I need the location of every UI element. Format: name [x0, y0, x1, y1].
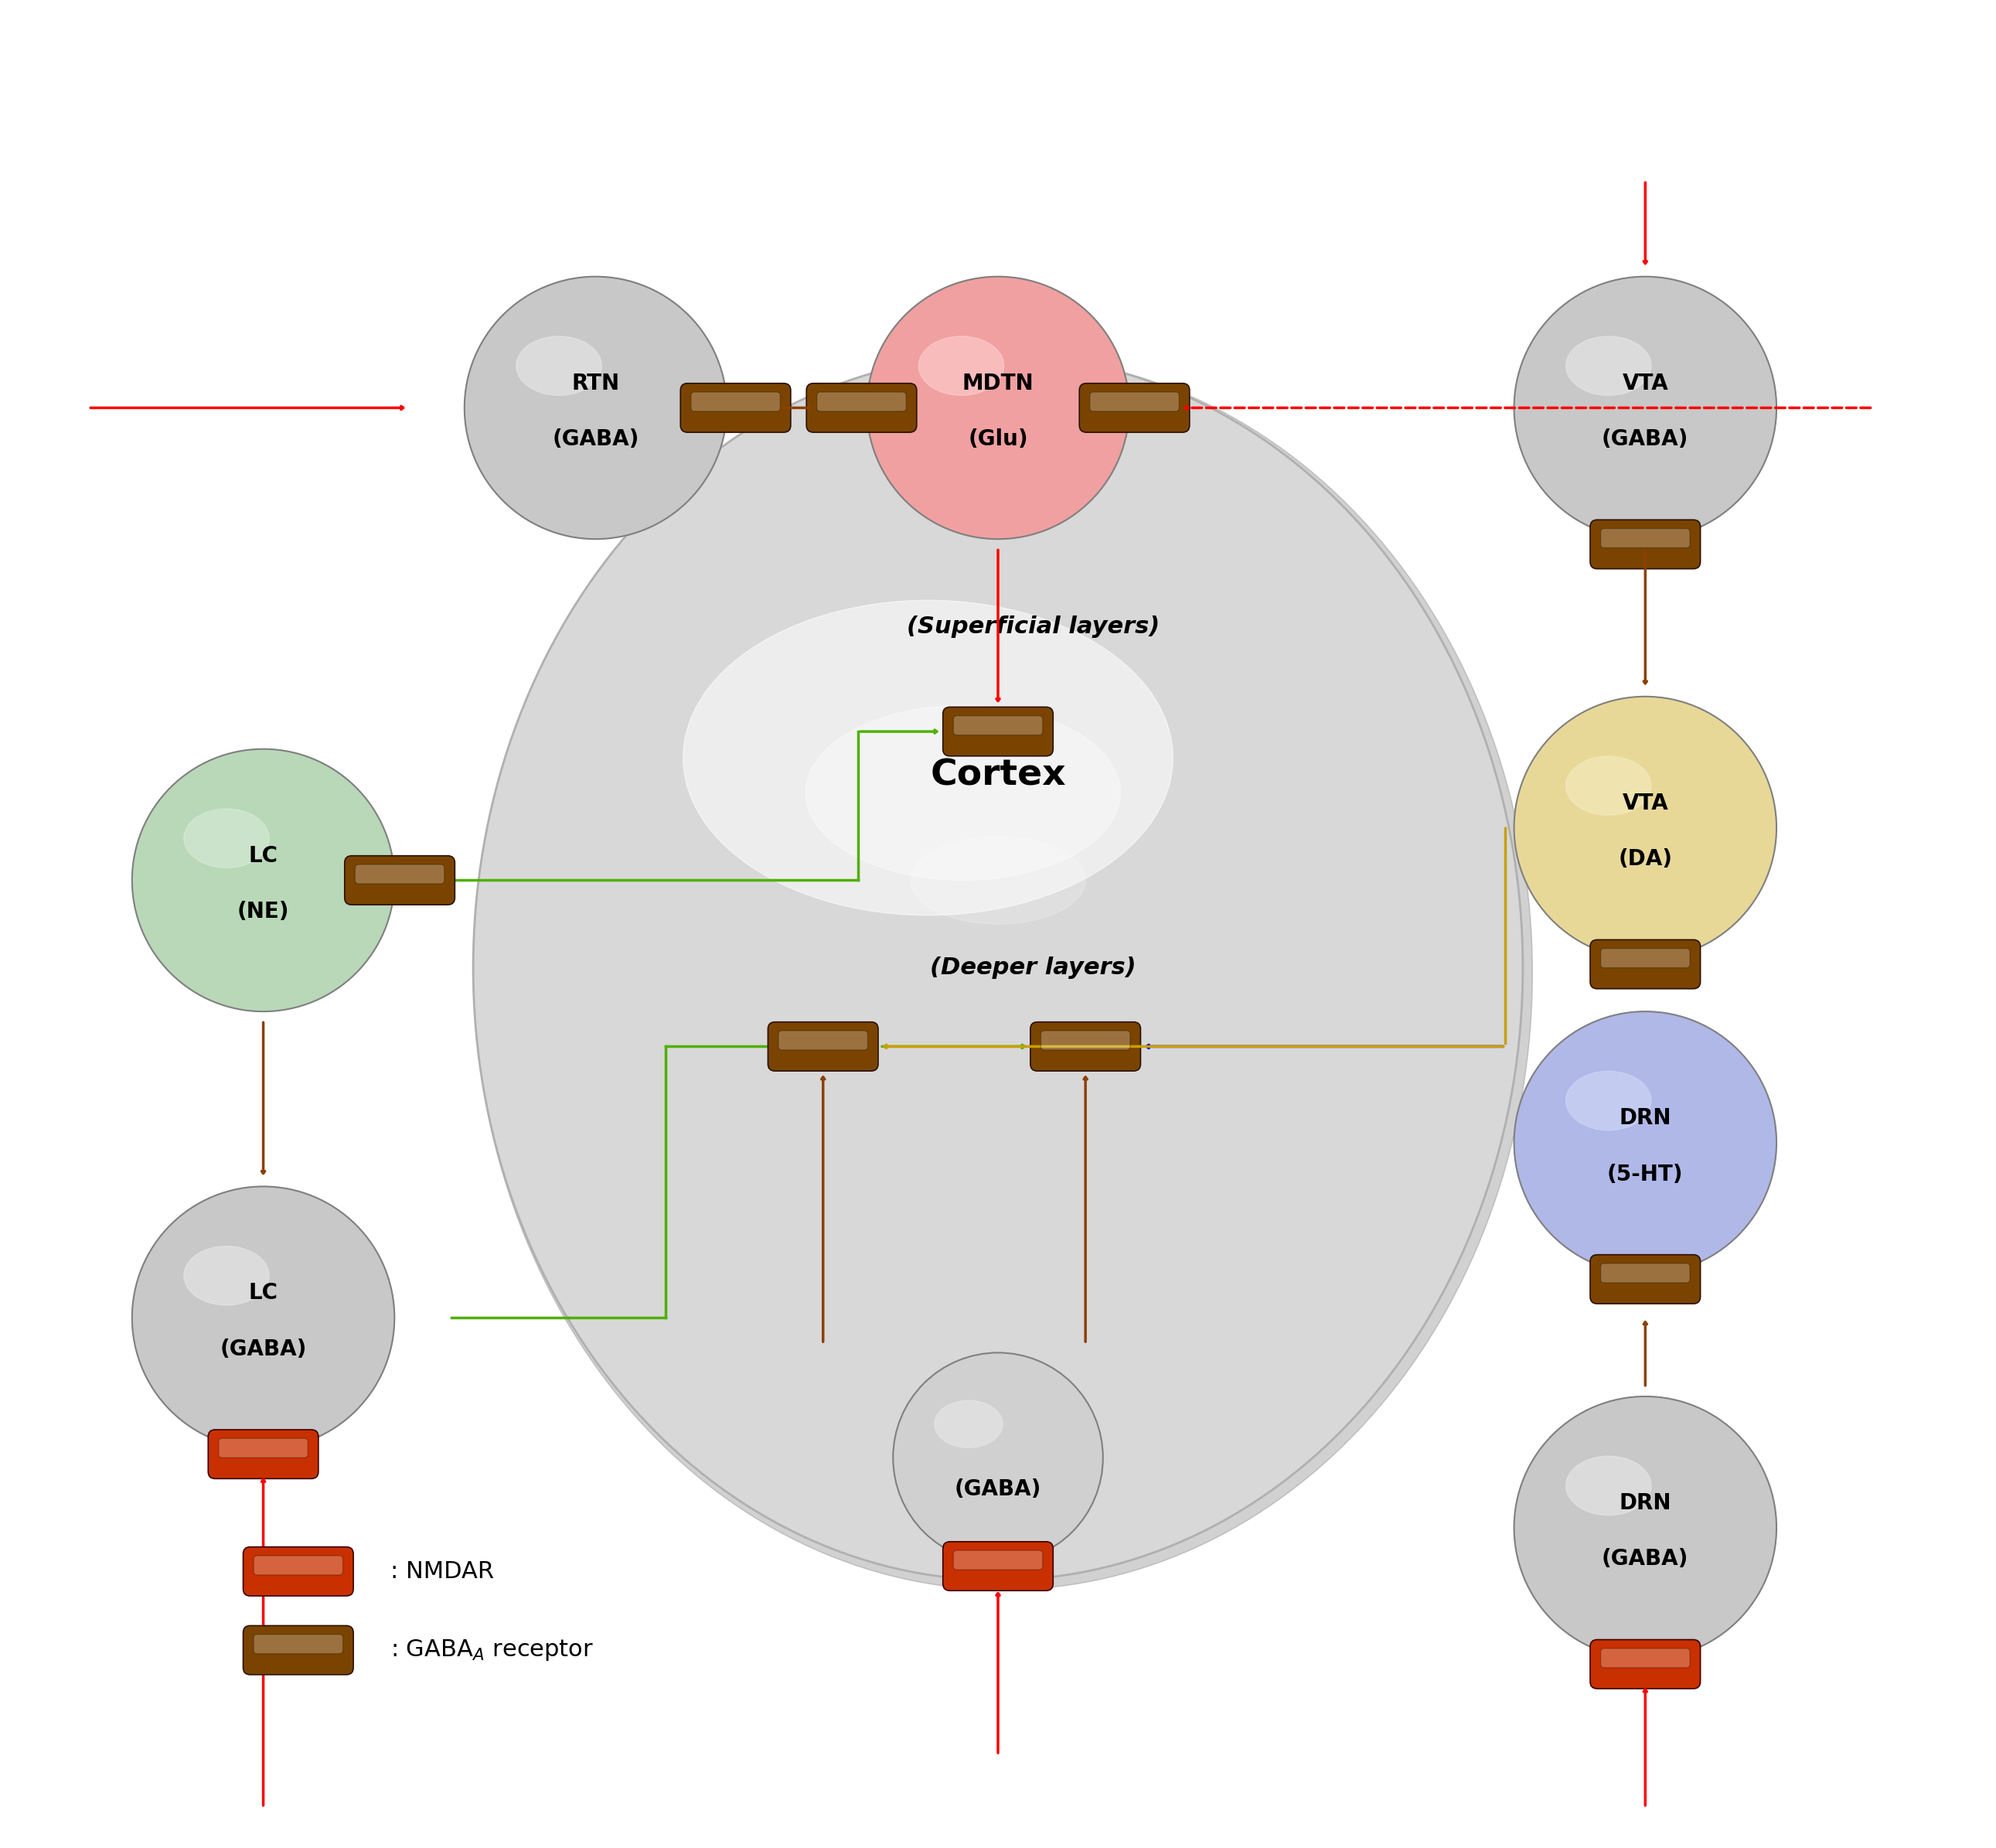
Text: : GABA$_A$ receptor: : GABA$_A$ receptor: [389, 1637, 593, 1663]
Text: MDTN: MDTN: [962, 373, 1034, 394]
Ellipse shape: [184, 1246, 269, 1305]
Ellipse shape: [475, 357, 1533, 1589]
FancyBboxPatch shape: [816, 392, 906, 412]
FancyBboxPatch shape: [1591, 1639, 1701, 1689]
Ellipse shape: [1515, 1011, 1776, 1273]
Ellipse shape: [1515, 277, 1776, 540]
FancyBboxPatch shape: [1591, 1255, 1701, 1303]
Text: (NE): (NE): [238, 902, 289, 922]
FancyBboxPatch shape: [954, 1550, 1042, 1569]
Ellipse shape: [475, 357, 1533, 1589]
Text: (GABA): (GABA): [954, 1478, 1042, 1501]
Text: VTA: VTA: [1623, 793, 1669, 815]
Ellipse shape: [918, 336, 1004, 395]
FancyBboxPatch shape: [1591, 519, 1701, 569]
Ellipse shape: [517, 336, 601, 395]
Text: LC: LC: [250, 845, 277, 867]
FancyBboxPatch shape: [220, 1438, 307, 1458]
Ellipse shape: [1515, 1397, 1776, 1660]
Text: (Superficial layers): (Superficial layers): [906, 615, 1160, 638]
Ellipse shape: [1567, 756, 1651, 815]
FancyBboxPatch shape: [253, 1556, 343, 1574]
FancyBboxPatch shape: [1601, 1648, 1691, 1667]
FancyBboxPatch shape: [1030, 1022, 1140, 1072]
Ellipse shape: [132, 1186, 395, 1449]
Text: : NMDAR: : NMDAR: [389, 1560, 493, 1582]
FancyBboxPatch shape: [942, 1541, 1054, 1591]
Ellipse shape: [184, 809, 269, 869]
Ellipse shape: [806, 706, 1120, 880]
Text: (GABA): (GABA): [1603, 1549, 1689, 1571]
Text: DRN: DRN: [1619, 1493, 1671, 1514]
FancyBboxPatch shape: [345, 856, 455, 906]
FancyBboxPatch shape: [778, 1031, 868, 1050]
Ellipse shape: [473, 355, 1523, 1580]
FancyBboxPatch shape: [1040, 1031, 1130, 1050]
Ellipse shape: [910, 837, 1086, 924]
Ellipse shape: [1567, 336, 1651, 395]
FancyBboxPatch shape: [208, 1430, 319, 1478]
Ellipse shape: [934, 1401, 1002, 1447]
Ellipse shape: [1515, 697, 1776, 959]
Ellipse shape: [1567, 1072, 1651, 1131]
FancyBboxPatch shape: [768, 1022, 878, 1072]
Ellipse shape: [866, 277, 1130, 540]
FancyBboxPatch shape: [1080, 383, 1190, 432]
Text: RTN: RTN: [571, 373, 619, 394]
FancyBboxPatch shape: [1090, 392, 1180, 412]
FancyBboxPatch shape: [806, 383, 916, 432]
FancyBboxPatch shape: [1601, 948, 1691, 968]
Ellipse shape: [892, 1353, 1104, 1563]
FancyBboxPatch shape: [1601, 529, 1691, 547]
Ellipse shape: [132, 748, 395, 1011]
FancyBboxPatch shape: [1591, 941, 1701, 989]
FancyBboxPatch shape: [355, 865, 445, 883]
Ellipse shape: [1567, 1456, 1651, 1515]
Text: (GABA): (GABA): [553, 429, 639, 451]
Text: (GABA): (GABA): [220, 1338, 307, 1360]
Text: VTA: VTA: [1623, 373, 1669, 394]
Ellipse shape: [475, 357, 1533, 1589]
FancyBboxPatch shape: [942, 708, 1054, 756]
Text: DRN: DRN: [1619, 1107, 1671, 1129]
Text: (Glu): (Glu): [968, 429, 1028, 451]
Ellipse shape: [475, 357, 1533, 1589]
FancyBboxPatch shape: [253, 1634, 343, 1654]
FancyBboxPatch shape: [681, 383, 790, 432]
Text: (Deeper layers): (Deeper layers): [930, 957, 1136, 979]
FancyBboxPatch shape: [244, 1626, 353, 1674]
Text: (5-HT): (5-HT): [1607, 1164, 1683, 1185]
Text: (GABA): (GABA): [1603, 429, 1689, 451]
Text: (DA): (DA): [1619, 848, 1673, 870]
Text: Cortex: Cortex: [930, 758, 1066, 793]
Ellipse shape: [475, 357, 1533, 1589]
Ellipse shape: [475, 357, 1533, 1589]
Ellipse shape: [683, 601, 1174, 915]
Ellipse shape: [475, 357, 1533, 1589]
FancyBboxPatch shape: [1601, 1264, 1691, 1283]
FancyBboxPatch shape: [954, 715, 1042, 736]
FancyBboxPatch shape: [691, 392, 780, 412]
FancyBboxPatch shape: [244, 1547, 353, 1597]
Ellipse shape: [465, 277, 727, 540]
Text: LC: LC: [250, 1283, 277, 1305]
Ellipse shape: [475, 357, 1533, 1589]
